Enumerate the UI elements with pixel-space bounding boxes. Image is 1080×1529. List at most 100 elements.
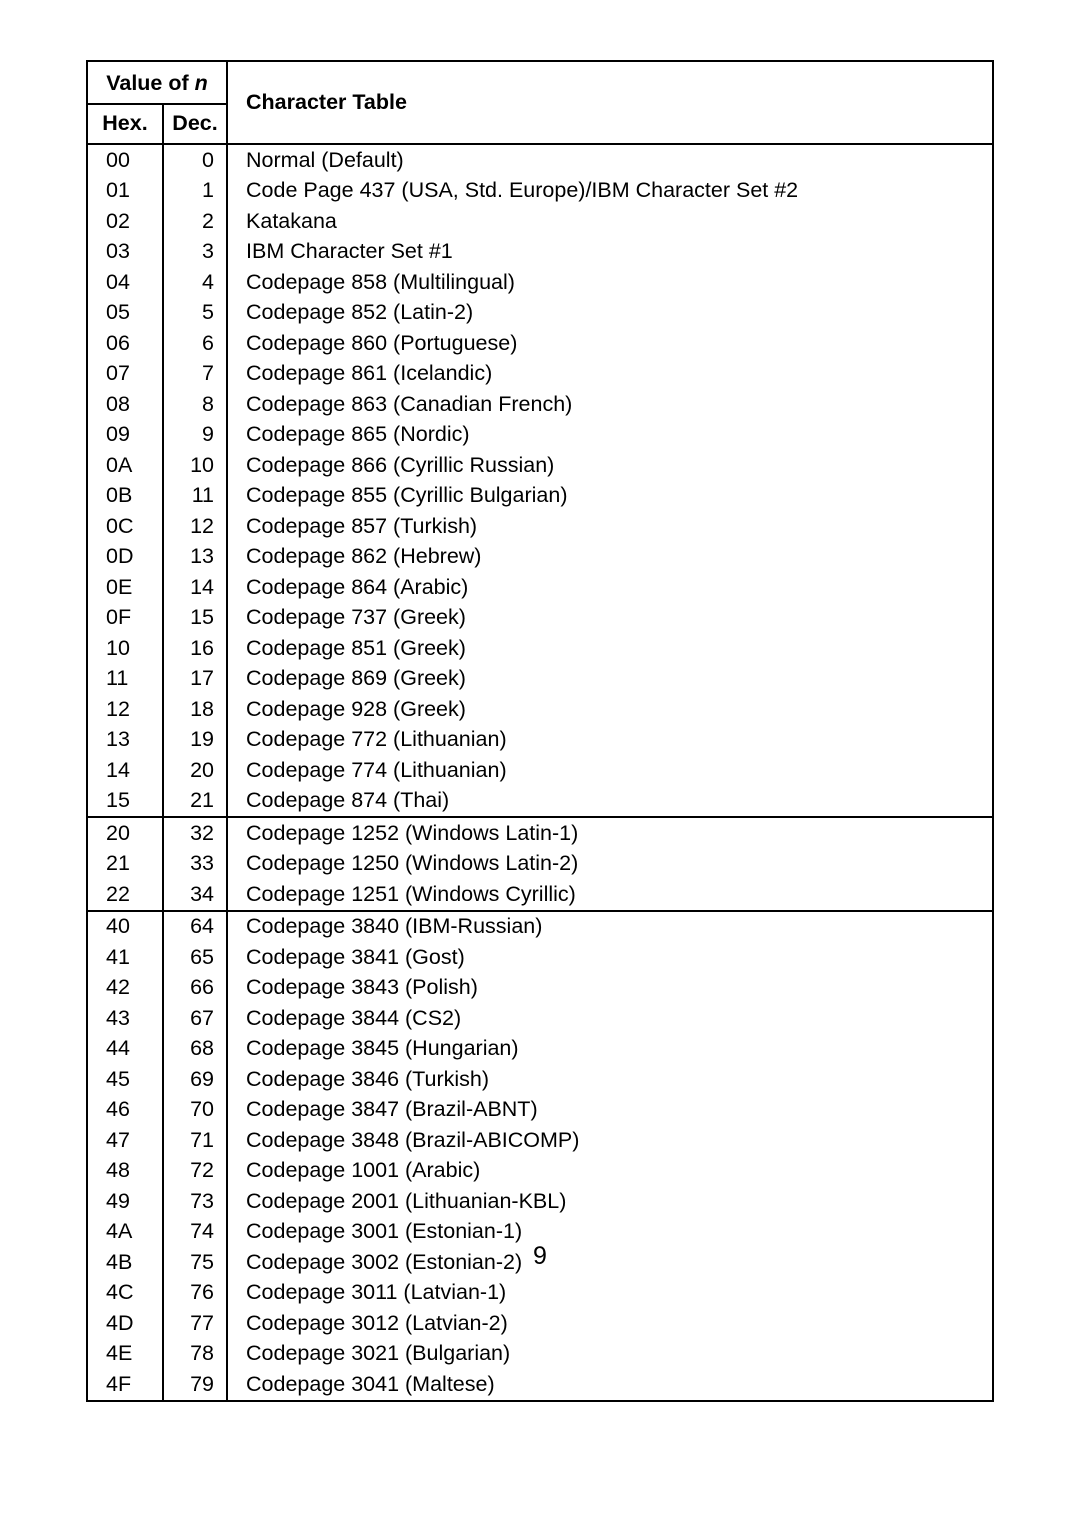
table-row: 0E14Codepage 864 (Arabic) [87, 572, 993, 603]
cell-desc: Codepage 1001 (Arabic) [227, 1156, 993, 1187]
table-row: 1016Codepage 851 (Greek) [87, 633, 993, 664]
cell-desc: Codepage 3012 (Latvian-2) [227, 1308, 993, 1339]
cell-hex: 0C [87, 511, 163, 542]
cell-desc: Codepage 863 (Canadian French) [227, 389, 993, 420]
cell-dec: 16 [163, 633, 227, 664]
cell-dec: 6 [163, 328, 227, 359]
header-dec: Dec. [163, 104, 227, 145]
cell-dec: 17 [163, 664, 227, 695]
cell-dec: 67 [163, 1003, 227, 1034]
cell-hex: 13 [87, 725, 163, 756]
cell-hex: 01 [87, 176, 163, 207]
header-hex: Hex. [87, 104, 163, 145]
cell-dec: 78 [163, 1339, 227, 1370]
cell-dec: 12 [163, 511, 227, 542]
cell-dec: 9 [163, 420, 227, 451]
cell-hex: 22 [87, 879, 163, 911]
cell-dec: 10 [163, 450, 227, 481]
table-row: 000Normal (Default) [87, 144, 993, 176]
table-row: 1117Codepage 869 (Greek) [87, 664, 993, 695]
cell-dec: 19 [163, 725, 227, 756]
table-row: 1319Codepage 772 (Lithuanian) [87, 725, 993, 756]
cell-hex: 20 [87, 817, 163, 849]
cell-dec: 3 [163, 237, 227, 268]
header-value-of-n: Value of n [87, 61, 227, 104]
cell-hex: 49 [87, 1186, 163, 1217]
table-row: 0A10Codepage 866 (Cyrillic Russian) [87, 450, 993, 481]
cell-hex: 0F [87, 603, 163, 634]
table-row: 011Code Page 437 (USA, Std. Europe)/IBM … [87, 176, 993, 207]
page: Value of n Character Table Hex. Dec. 000… [0, 0, 1080, 1529]
header-value-of-n-text: Value of [106, 71, 188, 95]
cell-desc: Codepage 858 (Multilingual) [227, 267, 993, 298]
cell-desc: Codepage 3041 (Maltese) [227, 1369, 993, 1401]
cell-hex: 15 [87, 786, 163, 818]
cell-dec: 69 [163, 1064, 227, 1095]
header-character-table: Character Table [227, 61, 993, 144]
cell-desc: Codepage 857 (Turkish) [227, 511, 993, 542]
cell-desc: Codepage 3011 (Latvian-1) [227, 1278, 993, 1309]
table-body: 000Normal (Default)011Code Page 437 (USA… [87, 144, 993, 1401]
table-row: 4266Codepage 3843 (Polish) [87, 973, 993, 1004]
table-row: 099Codepage 865 (Nordic) [87, 420, 993, 451]
table-row: 4165Codepage 3841 (Gost) [87, 942, 993, 973]
page-number: 9 [0, 1242, 1080, 1271]
cell-dec: 66 [163, 973, 227, 1004]
cell-desc: Codepage 852 (Latin-2) [227, 298, 993, 329]
cell-desc: Codepage 3848 (Brazil-ABICOMP) [227, 1125, 993, 1156]
cell-desc: Normal (Default) [227, 144, 993, 176]
cell-hex: 05 [87, 298, 163, 329]
cell-desc: Codepage 737 (Greek) [227, 603, 993, 634]
cell-dec: 32 [163, 817, 227, 849]
table-row: 2234Codepage 1251 (Windows Cyrillic) [87, 879, 993, 911]
header-character-table-label: Character Table [246, 90, 407, 114]
cell-hex: 0B [87, 481, 163, 512]
cell-desc: Codepage 851 (Greek) [227, 633, 993, 664]
table-row: 4670Codepage 3847 (Brazil-ABNT) [87, 1095, 993, 1126]
cell-hex: 0E [87, 572, 163, 603]
cell-dec: 4 [163, 267, 227, 298]
cell-desc: Codepage 855 (Cyrillic Bulgarian) [227, 481, 993, 512]
cell-dec: 21 [163, 786, 227, 818]
cell-dec: 68 [163, 1034, 227, 1065]
table-row: 066Codepage 860 (Portuguese) [87, 328, 993, 359]
cell-hex: 46 [87, 1095, 163, 1126]
table-row: 2133Codepage 1250 (Windows Latin-2) [87, 849, 993, 880]
cell-desc: Codepage 866 (Cyrillic Russian) [227, 450, 993, 481]
cell-hex: 03 [87, 237, 163, 268]
table-row: 0F15Codepage 737 (Greek) [87, 603, 993, 634]
cell-desc: Codepage 3844 (CS2) [227, 1003, 993, 1034]
table-row: 0C12Codepage 857 (Turkish) [87, 511, 993, 542]
cell-dec: 20 [163, 755, 227, 786]
cell-hex: 4D [87, 1308, 163, 1339]
cell-desc: Codepage 861 (Icelandic) [227, 359, 993, 390]
cell-desc: Codepage 772 (Lithuanian) [227, 725, 993, 756]
cell-hex: 4E [87, 1339, 163, 1370]
cell-desc: Codepage 3843 (Polish) [227, 973, 993, 1004]
cell-dec: 5 [163, 298, 227, 329]
cell-desc: Codepage 3841 (Gost) [227, 942, 993, 973]
cell-hex: 48 [87, 1156, 163, 1187]
cell-hex: 10 [87, 633, 163, 664]
table-row: 4468Codepage 3845 (Hungarian) [87, 1034, 993, 1065]
table-row: 4367Codepage 3844 (CS2) [87, 1003, 993, 1034]
cell-dec: 0 [163, 144, 227, 176]
cell-hex: 43 [87, 1003, 163, 1034]
cell-hex: 4C [87, 1278, 163, 1309]
table-row: 4872Codepage 1001 (Arabic) [87, 1156, 993, 1187]
cell-hex: 40 [87, 911, 163, 943]
cell-hex: 06 [87, 328, 163, 359]
table-row: 4F79Codepage 3041 (Maltese) [87, 1369, 993, 1401]
cell-hex: 14 [87, 755, 163, 786]
cell-hex: 45 [87, 1064, 163, 1095]
cell-hex: 04 [87, 267, 163, 298]
cell-dec: 2 [163, 206, 227, 237]
cell-hex: 11 [87, 664, 163, 695]
table-row: 4771Codepage 3848 (Brazil-ABICOMP) [87, 1125, 993, 1156]
cell-desc: Codepage 865 (Nordic) [227, 420, 993, 451]
cell-desc: Katakana [227, 206, 993, 237]
table-row: 4064Codepage 3840 (IBM-Russian) [87, 911, 993, 943]
cell-dec: 64 [163, 911, 227, 943]
cell-dec: 71 [163, 1125, 227, 1156]
table-row: 4E78Codepage 3021 (Bulgarian) [87, 1339, 993, 1370]
